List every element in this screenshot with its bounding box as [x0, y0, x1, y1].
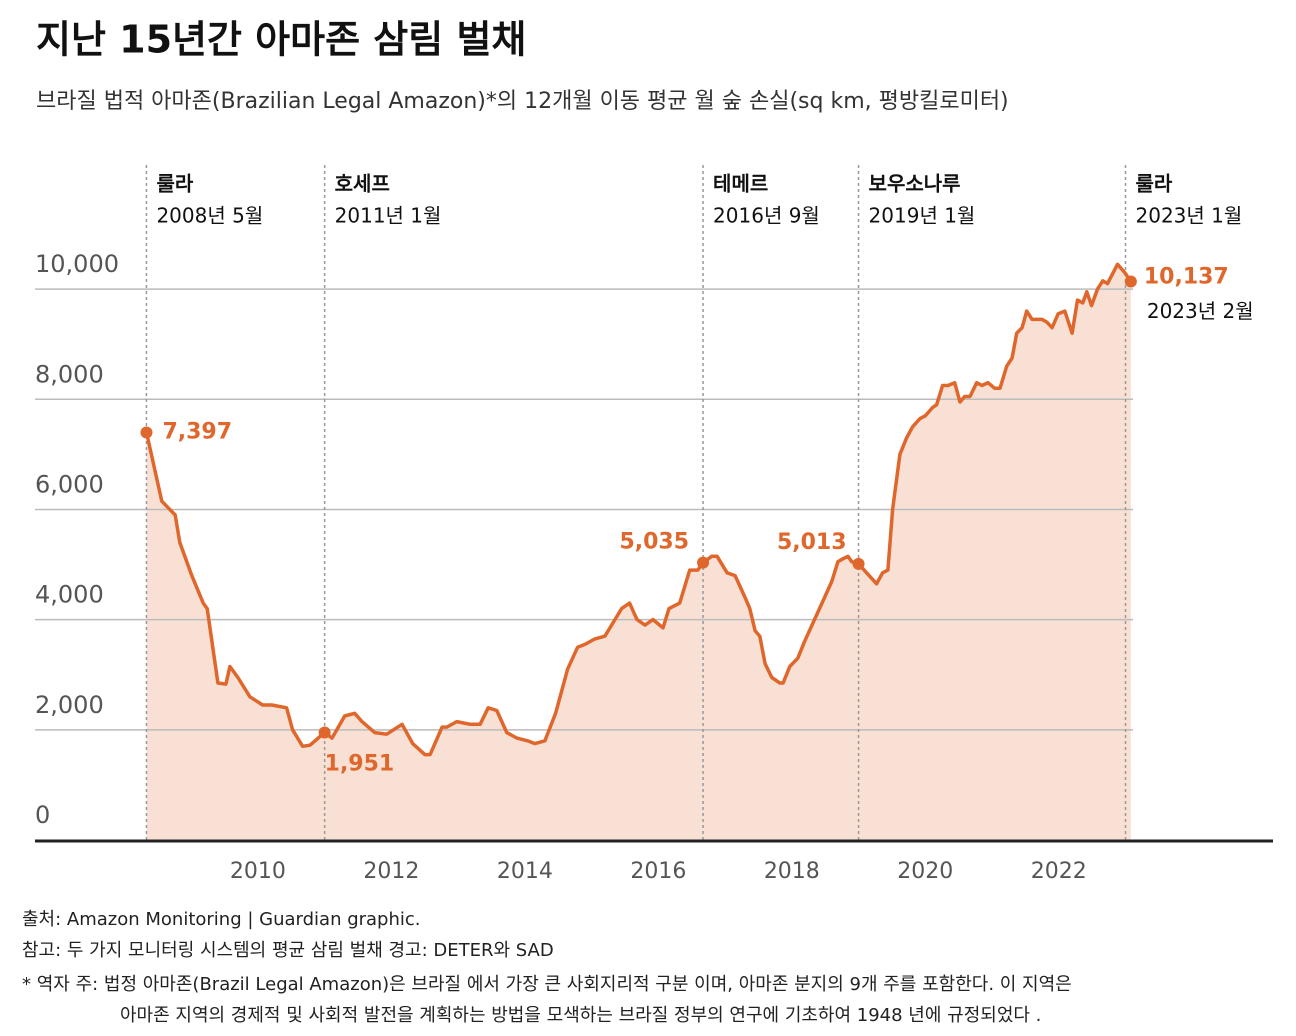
y-tick-label: 4,000: [35, 581, 104, 609]
highlight-dot: [318, 726, 331, 739]
x-tick-label: 2012: [363, 859, 419, 884]
y-tick-label: 8,000: [35, 360, 104, 388]
annotation-date: 2023년 1월: [1136, 204, 1243, 228]
annotation-label: 룰라: [1136, 172, 1173, 196]
x-tick-label: 2014: [497, 859, 553, 884]
annotation-label: 보우소나루: [869, 172, 961, 196]
highlight-dot: [1124, 275, 1137, 288]
x-tick-label: 2010: [230, 859, 286, 884]
source: 출처: Amazon Monitoring | Guardian graphic…: [22, 909, 421, 930]
value-label: 1,951: [325, 752, 395, 777]
y-tick-label: 2,000: [35, 691, 104, 719]
x-tick-label: 2020: [897, 859, 953, 884]
note: 참고: 두 가지 모니터링 시스템의 평균 삼림 벌채 경고: DETER와 S…: [22, 940, 554, 961]
annotation-date: 2008년 5월: [156, 204, 263, 228]
value-note: 2023년 2월: [1147, 299, 1254, 323]
chart-subtitle: 브라질 법적 아마존(Brazilian Legal Amazon)*의 12개…: [36, 89, 1009, 114]
x-tick-label: 2016: [630, 859, 686, 884]
value-label: 7,397: [162, 419, 232, 444]
annotation-label: 테메르: [713, 172, 768, 196]
value-label: 5,013: [777, 530, 847, 555]
value-label: 5,035: [619, 530, 689, 555]
annotation-date: 2016년 9월: [713, 204, 820, 228]
annotation-date: 2011년 1월: [335, 204, 442, 228]
y-tick-label: 10,000: [35, 250, 119, 278]
value-label: 10,137: [1144, 265, 1229, 290]
x-tick-label: 2018: [764, 859, 820, 884]
footnote: 아마존 지역의 경제적 및 사회적 발전을 계획하는 방법을 모색하는 브라질 …: [120, 1005, 1041, 1026]
footnote: * 역자 주: 법정 아마존(Brazil Legal Amazon)은 브라질…: [22, 974, 1072, 995]
highlight-dot: [852, 557, 865, 570]
y-tick-label: 0: [35, 801, 50, 829]
highlight-dot: [697, 556, 710, 569]
annotation-date: 2019년 1월: [869, 204, 976, 228]
annotation-label: 호세프: [335, 172, 390, 196]
area: [146, 264, 1131, 840]
annotation-label: 룰라: [156, 172, 193, 196]
highlight-dot: [140, 426, 153, 439]
line: [144, 262, 1133, 757]
y-tick-label: 6,000: [35, 470, 104, 498]
x-tick-label: 2022: [1031, 859, 1087, 884]
chart-title: 지난 15년간 아마존 삼림 벌채: [36, 18, 526, 62]
